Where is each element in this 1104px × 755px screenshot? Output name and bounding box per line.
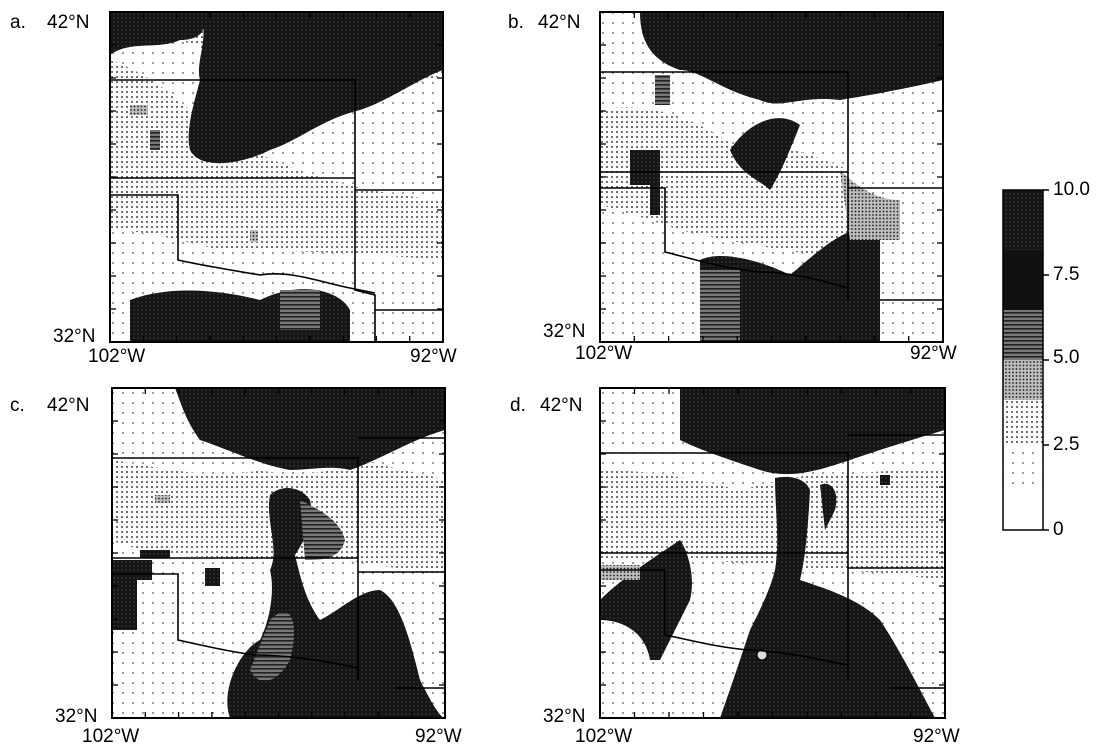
colorbar-label-5: 5.0: [1053, 347, 1080, 368]
frame-tick-marks: [110, 12, 945, 718]
panel-a-lat-top: 42°N: [47, 12, 90, 33]
colorbar: [1002, 189, 1049, 531]
panel-b-lat-bottom: 32°N: [543, 321, 586, 342]
panel-a-letter: a.: [10, 12, 26, 33]
panel-b-lon-right: 92°W: [910, 343, 957, 364]
panel-c-lat-top: 42°N: [47, 395, 90, 416]
colorbar-label-0: 0: [1053, 519, 1064, 540]
panel-a-lat-bottom: 32°N: [53, 326, 96, 347]
panel-c-lat-bottom: 32°N: [55, 706, 98, 727]
panel-b-map: [600, 12, 943, 342]
colorbar-label-10: 10.0: [1053, 179, 1090, 200]
panel-a-lon-left: 102°W: [88, 346, 146, 367]
panel-c-letter: c.: [10, 395, 25, 416]
panel-d-lat-top: 42°N: [540, 395, 583, 416]
panel-a-borders: [110, 79, 443, 342]
panel-a-lon-right: 92°W: [410, 346, 457, 367]
panel-c-map: [112, 388, 445, 718]
panel-c-lon-right: 92°W: [415, 726, 462, 747]
panel-c-borders: [112, 437, 445, 689]
panel-d-lon-right: 92°W: [913, 726, 960, 747]
panel-b-borders: [600, 71, 943, 301]
colorbar-label-7-5: 7.5: [1053, 264, 1080, 285]
panel-b-letter: b.: [508, 12, 524, 33]
panel-d-lat-bottom: 32°N: [543, 706, 586, 727]
panel-b-lat-top: 42°N: [538, 12, 581, 33]
panel-a-map: [110, 12, 443, 342]
panel-d-letter: d.: [510, 395, 526, 416]
colorbar-label-2-5: 2.5: [1053, 434, 1080, 455]
panel-c-lon-left: 102°W: [82, 726, 140, 747]
panel-b-lon-left: 102°W: [575, 343, 633, 364]
panel-d-borders: [600, 434, 945, 689]
panel-d-lon-left: 102°W: [575, 726, 633, 747]
